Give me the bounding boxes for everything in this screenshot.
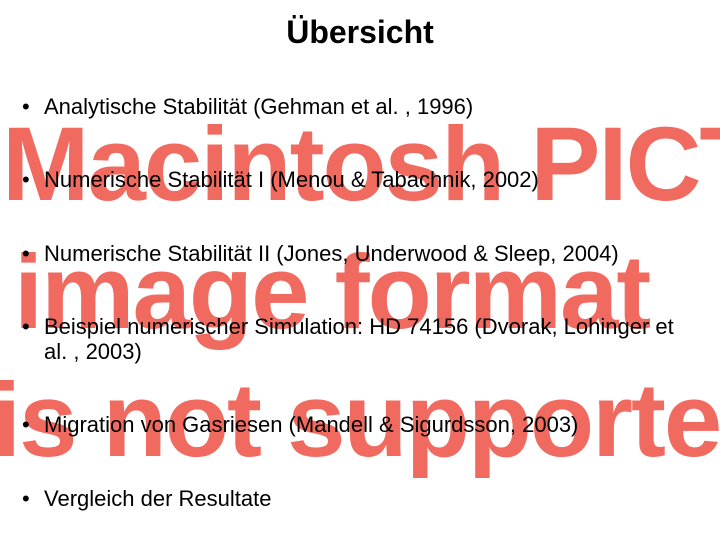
bullet-item: Vergleich der Resultate [18,486,696,511]
bullet-item: Numerische Stabilität I (Menou & Tabachn… [18,167,696,192]
bullet-item: Numerische Stabilität II (Jones, Underwo… [18,241,696,266]
bullet-text: Analytische Stabilität (Gehman et al. , … [44,94,473,119]
bullet-item: Beispiel numerischer Simulation: HD 7415… [18,314,696,365]
bullet-text: Vergleich der Resultate [44,486,271,511]
slide: Macintosh PICT image format is not suppo… [0,0,720,540]
slide-title: Übersicht [0,14,720,51]
bullet-list: Analytische Stabilität (Gehman et al. , … [18,94,696,540]
bullet-item: Analytische Stabilität (Gehman et al. , … [18,94,696,119]
bullet-text: Migration von Gasriesen (Mandell & Sigur… [44,412,578,437]
bullet-text: Numerische Stabilität I (Menou & Tabachn… [44,167,539,192]
bullet-item: Migration von Gasriesen (Mandell & Sigur… [18,412,696,437]
bullet-text: Numerische Stabilität II (Jones, Underwo… [44,241,619,266]
bullet-text: Beispiel numerischer Simulation: HD 7415… [44,314,674,364]
